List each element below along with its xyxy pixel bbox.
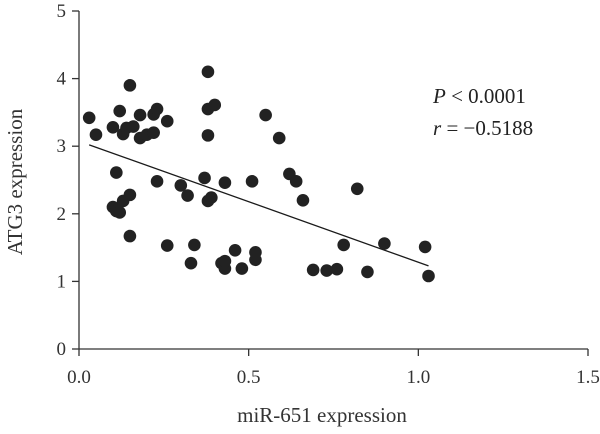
r-symbol: r	[433, 116, 442, 140]
y-tick-label: 3	[57, 136, 67, 157]
data-point	[205, 191, 218, 204]
data-point	[123, 229, 137, 243]
data-point	[133, 108, 147, 122]
data-point	[361, 265, 374, 279]
data-point	[150, 102, 164, 116]
p-value-text: < 0.0001	[446, 84, 526, 108]
data-point	[184, 256, 198, 270]
data-point	[306, 263, 320, 277]
y-tick-label: 1	[57, 271, 67, 292]
data-point	[289, 175, 303, 188]
x-tick-label: 0.0	[67, 367, 91, 388]
data-point	[160, 239, 174, 252]
regression-line-group	[88, 144, 429, 267]
r-value-text: = −0.5188	[441, 116, 533, 140]
data-point	[245, 175, 259, 188]
data-point	[106, 120, 120, 134]
data-point	[123, 188, 137, 202]
data-point	[218, 254, 232, 268]
data-point	[150, 175, 164, 188]
data-point	[113, 104, 127, 118]
y-tick-label: 5	[57, 1, 67, 22]
data-point	[82, 111, 96, 125]
data-point	[208, 98, 222, 112]
data-point	[113, 206, 127, 219]
data-point	[201, 65, 215, 79]
data-point	[350, 182, 364, 196]
x-tick-label: 0.5	[237, 367, 261, 388]
data-point	[218, 176, 232, 190]
data-point	[235, 262, 249, 275]
r-value-annotation: r = −0.5188	[433, 116, 533, 140]
data-point	[378, 237, 391, 250]
p-value-annotation: P < 0.0001	[432, 84, 526, 108]
data-point	[181, 189, 194, 202]
data-point	[422, 269, 435, 283]
data-point	[201, 129, 215, 142]
x-axis: 0.0 0.5 1.0 1.5	[67, 348, 600, 388]
y-axis-label: ATG3 expression	[3, 108, 27, 255]
regression-line	[88, 144, 429, 267]
data-point	[296, 193, 310, 207]
data-point	[272, 131, 286, 145]
y-tick-label: 0	[57, 339, 67, 360]
data-point	[198, 171, 211, 185]
y-tick-label: 4	[57, 69, 67, 90]
data-point	[228, 244, 242, 257]
data-point	[147, 126, 160, 139]
data-point	[89, 128, 103, 142]
x-axis-label: miR-651 expression	[237, 403, 407, 427]
x-tick-label: 1.5	[576, 367, 600, 388]
data-points	[82, 65, 435, 283]
data-point	[320, 264, 334, 277]
data-point	[160, 114, 174, 128]
data-point	[126, 120, 140, 133]
data-point	[110, 166, 123, 179]
data-point	[249, 253, 262, 267]
data-point	[188, 238, 201, 252]
x-tick-label: 1.0	[406, 367, 430, 388]
data-point	[337, 238, 350, 252]
data-point	[123, 79, 137, 92]
data-point	[418, 240, 432, 254]
p-symbol: P	[432, 84, 446, 108]
y-tick-label: 2	[57, 204, 67, 225]
data-point	[174, 179, 188, 192]
y-axis: 0 1 2 3 4 5	[57, 1, 80, 360]
data-point	[330, 262, 344, 276]
data-point	[259, 108, 272, 122]
